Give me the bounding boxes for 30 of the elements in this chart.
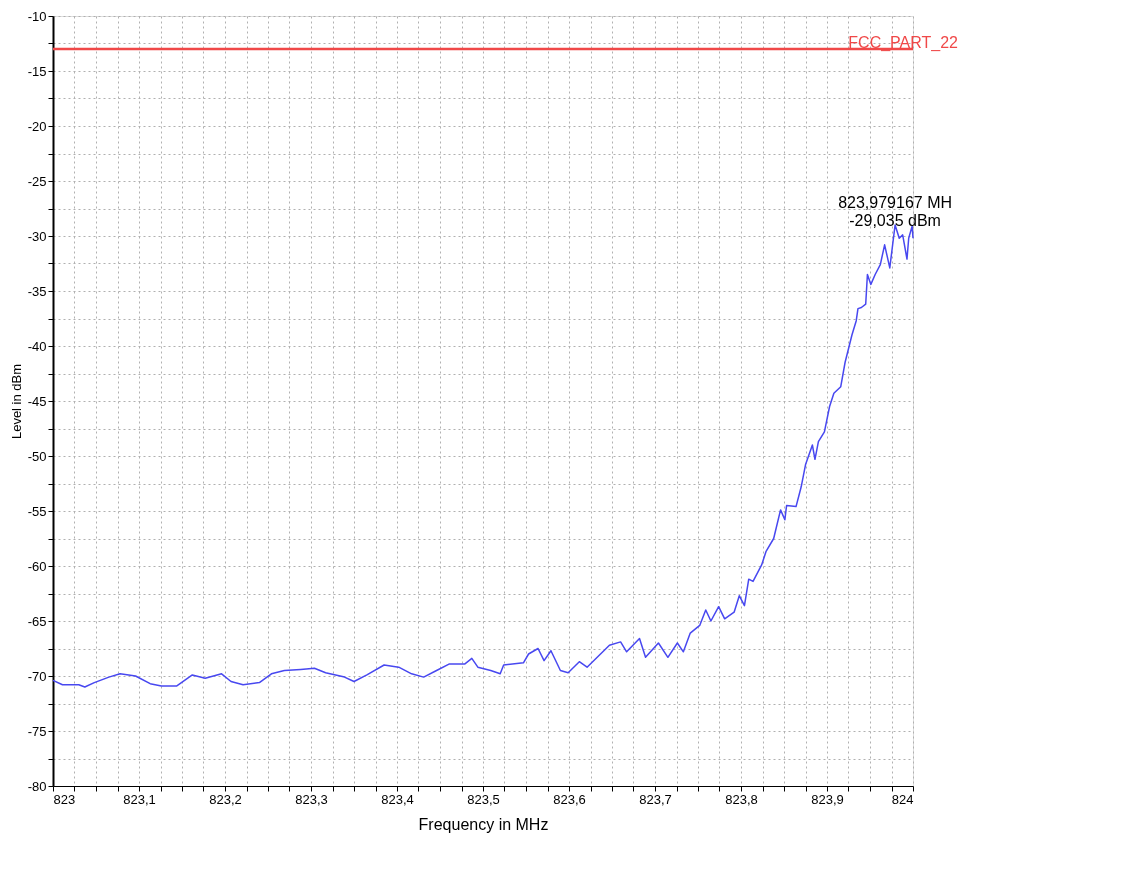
x-tick-label: 823,8 <box>725 791 758 807</box>
y-tick-label: -25 <box>27 173 47 189</box>
x-tick-label: 823,2 <box>209 791 242 807</box>
annotation: 823,979167 MH -29,035 dBm <box>838 194 953 230</box>
y-tick-label: -80 <box>27 778 47 794</box>
x-tick-label: 823,6 <box>553 791 586 807</box>
x-tick-label: 823 <box>53 791 76 807</box>
x-tick-label: 823,9 <box>811 791 844 807</box>
y-tick-label: -15 <box>27 63 47 79</box>
x-tick-label: 823,4 <box>381 791 414 807</box>
y-tick-label: -70 <box>27 668 47 684</box>
y-tick-label: -30 <box>27 228 47 244</box>
y-axis-title: Level in dBm <box>8 363 24 440</box>
x-tick-label: 824 <box>891 791 914 807</box>
y-tick-label: -55 <box>27 503 47 519</box>
y-tick-label: -10 <box>27 8 47 24</box>
x-tick-label: 823,5 <box>467 791 500 807</box>
y-tick-label: -75 <box>27 723 47 739</box>
y-tick-label: -40 <box>27 338 47 354</box>
y-tick-label: -60 <box>27 558 47 574</box>
ref-line-label: FCC_PART_22 <box>848 34 959 52</box>
x-tick-label: 823,3 <box>295 791 328 807</box>
y-tick-label: -65 <box>27 613 47 629</box>
x-tick-label: 823,7 <box>639 791 672 807</box>
y-tick-label: -35 <box>27 283 47 299</box>
y-tick-label: -45 <box>27 393 47 409</box>
x-axis-title: Frequency in MHz <box>418 815 549 833</box>
x-tick-label: 823,1 <box>123 791 156 807</box>
y-tick-label: -50 <box>27 448 47 464</box>
y-tick-label: -20 <box>27 118 47 134</box>
